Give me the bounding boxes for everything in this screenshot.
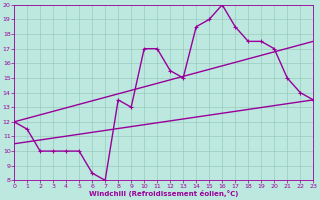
X-axis label: Windchill (Refroidissement éolien,°C): Windchill (Refroidissement éolien,°C) xyxy=(89,190,238,197)
